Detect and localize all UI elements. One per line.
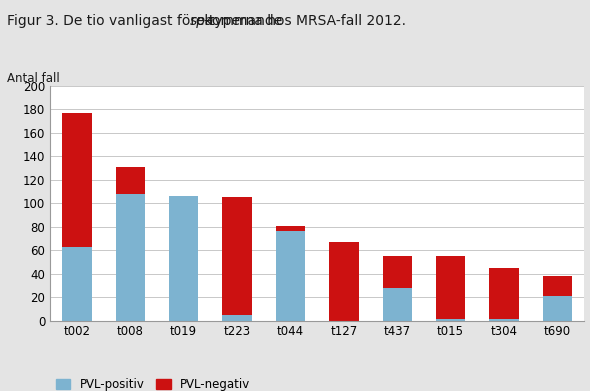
Bar xyxy=(436,256,466,319)
Bar xyxy=(543,296,572,321)
Text: Antal fall: Antal fall xyxy=(7,72,60,85)
Bar xyxy=(62,247,91,321)
Text: Figur 3. De tio vanligast förekommande: Figur 3. De tio vanligast förekommande xyxy=(7,14,287,28)
Legend: PVL-positiv, PVL-negativ: PVL-positiv, PVL-negativ xyxy=(56,378,250,391)
Text: spa: spa xyxy=(189,14,214,28)
Bar xyxy=(169,196,198,321)
Bar xyxy=(436,319,466,321)
Bar xyxy=(276,231,305,321)
Bar xyxy=(489,319,519,321)
Bar xyxy=(489,268,519,319)
Bar xyxy=(382,256,412,288)
Bar xyxy=(543,276,572,296)
Bar xyxy=(276,226,305,231)
Bar xyxy=(116,167,145,194)
Bar xyxy=(329,242,359,321)
Bar xyxy=(382,288,412,321)
Bar xyxy=(116,194,145,321)
Bar xyxy=(222,315,252,321)
Bar xyxy=(62,113,91,247)
Text: -typerna hos MRSA-fall 2012.: -typerna hos MRSA-fall 2012. xyxy=(204,14,406,28)
Bar xyxy=(222,197,252,315)
